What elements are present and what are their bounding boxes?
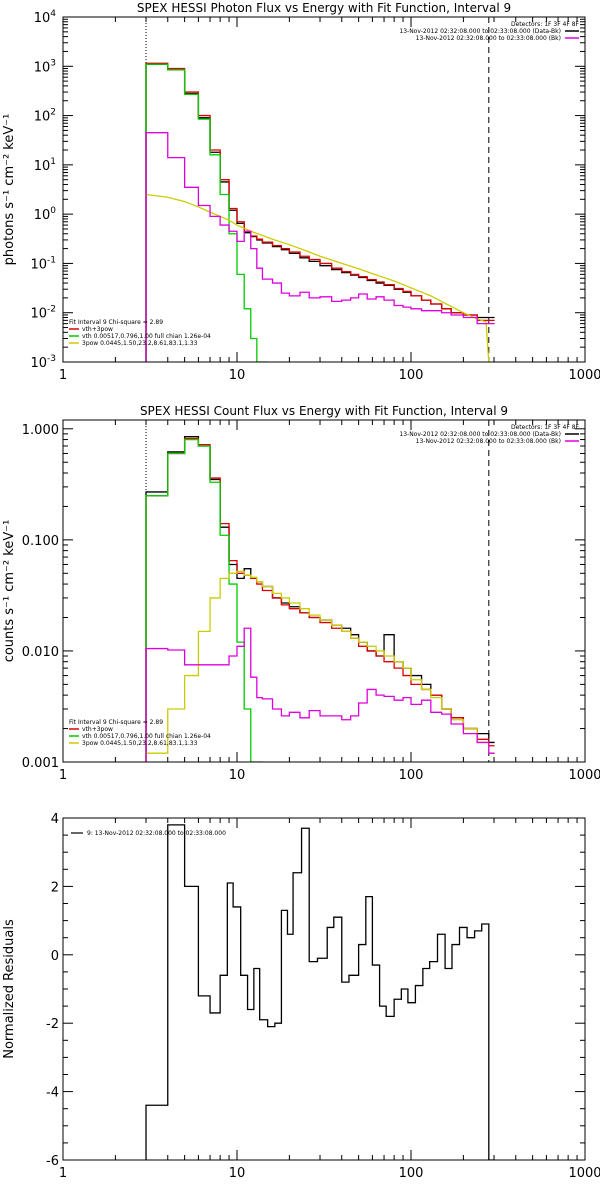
y-tick-label: -2 (46, 1017, 59, 1032)
y-tick-exponent: -1 (47, 255, 56, 265)
legend-entry: 13-Nov-2012 02:32:08.000 to 02:33:08.000… (416, 35, 561, 42)
series-group (145, 62, 495, 362)
x-tick-label: 1000 (568, 768, 600, 783)
y-tick-label: 10-2 (30, 305, 56, 322)
x-tick-label: 10 (229, 768, 246, 783)
y-axis-label: photons s⁻¹ cm⁻² keV⁻¹ (2, 114, 17, 266)
legend-entry: 9: 13-Nov-2012 02:32:08.000 to 02:33:08.… (87, 830, 226, 837)
count-flux-panel: SPEX HESSI Count Flux vs Energy with Fit… (2, 404, 600, 783)
x-tick-label: 1 (59, 368, 67, 383)
x-tick-label: 10 (229, 1166, 246, 1181)
y-tick-exponent: -2 (47, 305, 56, 315)
x-tick-label: 1 (59, 1166, 67, 1181)
y-tick-label: -6 (46, 1154, 59, 1169)
plot-frame (62, 419, 586, 763)
x-tick-label: 1 (59, 768, 67, 783)
y-tick-exponent: 1 (50, 157, 56, 167)
series-line (145, 627, 495, 762)
x-tick-label: 100 (399, 368, 424, 383)
series-line (145, 62, 495, 362)
y-tick-base: 10 (30, 257, 47, 272)
series-line (145, 570, 495, 762)
y-tick-base: 10 (34, 11, 51, 26)
x-tick-label: 100 (399, 1166, 424, 1181)
x-axis: 1 10 100 1000 (59, 818, 600, 1181)
y-axis: 0.001 0.010 0.100 1.000 (22, 423, 585, 771)
y-tick-base: 10 (34, 110, 51, 125)
y-tick-label: 0.100 (22, 534, 59, 549)
series-group (145, 435, 495, 762)
y-tick-label: 0.010 (22, 645, 59, 660)
y-tick-base: 10 (34, 159, 51, 174)
x-tick-label: 10 (229, 368, 246, 383)
series-line (145, 438, 263, 762)
y-tick-exponent: 0 (50, 206, 56, 216)
x-tick-label: 1000 (568, 1166, 600, 1181)
series-group (145, 824, 495, 1160)
series-line (145, 132, 495, 362)
legend-entry: vth+3pow (82, 726, 113, 733)
legend-title: Detectors: 1F 3F 4F 8F (511, 21, 580, 28)
plot-frame (62, 16, 586, 363)
y-tick-label: 10-3 (30, 354, 56, 371)
y-tick-exponent: 2 (50, 108, 56, 118)
chart-title: SPEX HESSI Count Flux vs Energy with Fit… (140, 404, 508, 418)
plot-frame (62, 817, 586, 1161)
legend-entry: vth 0.00517,0.796,1.00 full chian 1.26e-… (82, 333, 211, 340)
legend-entry: 13-Nov-2012 02:32:08.000 to 02:33:08.000… (399, 431, 561, 438)
legend-title: Fit Interval 9 Chi-square = 2.89 (69, 719, 163, 726)
residuals-panel: Normalized Residuals 1 10 100 1000 -6 -4 -2 0 2 4 9… (2, 812, 600, 1181)
y-tick-label: 101 (34, 157, 56, 174)
y-tick-exponent: 4 (50, 9, 56, 19)
legend-entry: vth+3pow (82, 326, 113, 333)
x-axis: 1 10 100 1000 (59, 17, 600, 383)
legend-entry: 13-Nov-2012 02:32:08.000 to 02:33:08.000… (416, 438, 561, 445)
y-tick-base: 10 (30, 356, 47, 371)
series-line (145, 63, 269, 362)
y-tick-base: 10 (30, 307, 47, 322)
legend-title: Fit Interval 9 Chi-square = 2.89 (69, 319, 163, 326)
y-axis-label: counts s⁻¹ cm⁻² keV⁻¹ (2, 520, 17, 663)
y-tick-label: 10-1 (30, 255, 56, 272)
legend-title: Detectors: 1F 3F 4F 8F (511, 424, 580, 431)
y-axis: -6 -4 -2 0 2 4 (46, 812, 585, 1169)
y-tick-exponent: 3 (50, 58, 56, 68)
y-tick-label: 0.001 (22, 756, 59, 771)
legend-bottom-left: Fit Interval 9 Chi-square = 2.89vth+3pow… (69, 319, 211, 347)
y-axis-label: Normalized Residuals (2, 919, 17, 1059)
y-tick-label: 2 (51, 880, 59, 895)
y-tick-label: -4 (46, 1086, 59, 1101)
y-tick-label: 102 (34, 108, 56, 125)
y-tick-base: 10 (34, 208, 51, 223)
y-tick-label: 104 (34, 9, 57, 26)
y-tick-label: 103 (34, 58, 56, 75)
chart-title: SPEX HESSI Photon Flux vs Energy with Fi… (137, 1, 511, 15)
y-tick-label: 1.000 (22, 423, 59, 438)
y-tick-label: 100 (34, 206, 57, 223)
x-axis: 1 10 100 1000 (59, 420, 600, 783)
y-tick-label: 0 (51, 949, 59, 964)
legend-entry: 3pow 0.0445,1.50,23.2,8.61,83.1,1.33 (82, 740, 198, 747)
legend-entry: 3pow 0.0445,1.50,23.2,8.61,83.1,1.33 (82, 340, 198, 347)
legend-entry: vth 0.00517,0.796,1.00 full chian 1.26e-… (82, 733, 211, 740)
x-tick-label: 1000 (568, 368, 600, 383)
legend-top-left: 9: 13-Nov-2012 02:32:08.000 to 02:33:08.… (71, 830, 226, 837)
y-tick-base: 10 (34, 60, 51, 75)
series-line (145, 824, 495, 1160)
y-tick-label: 4 (51, 812, 59, 827)
legend-bottom-left: Fit Interval 9 Chi-square = 2.89vth+3pow… (69, 719, 211, 747)
y-tick-exponent: -3 (47, 354, 56, 364)
legend-entry: 13-Nov-2012 02:32:08.000 to 02:33:08.000… (399, 28, 561, 35)
photon-flux-panel: SPEX HESSI Photon Flux vs Energy with Fi… (2, 1, 600, 383)
x-tick-label: 100 (399, 768, 424, 783)
